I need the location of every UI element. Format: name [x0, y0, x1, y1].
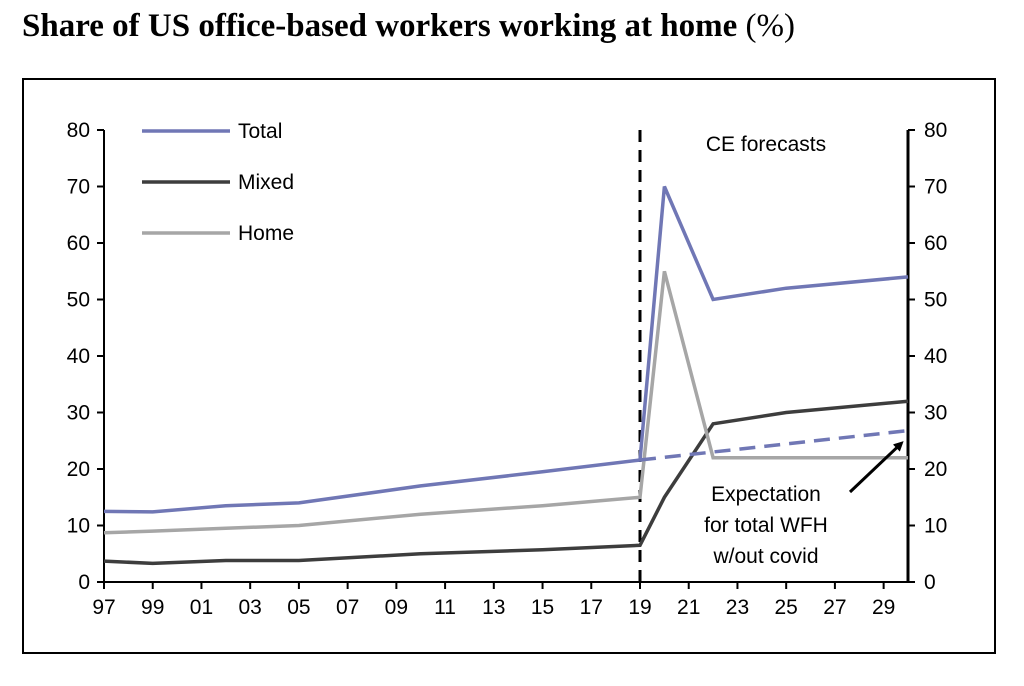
annotation-text: w/out covid — [712, 545, 818, 568]
x-tick-label: 21 — [677, 596, 700, 619]
chart-title-text: Share of US office-based workers working… — [22, 8, 738, 44]
y-tick-label-right: 30 — [924, 402, 947, 425]
series-line-expectation — [639, 428, 909, 462]
y-tick-label-left: 40 — [67, 345, 90, 368]
annotation-text: for total WFH — [704, 514, 828, 537]
annotation-arrow — [848, 441, 904, 494]
x-tick-label: 11 — [434, 596, 456, 619]
x-tick-label: 01 — [190, 596, 213, 619]
y-tick-label-left: 60 — [67, 232, 90, 255]
y-tick-label-left: 80 — [67, 119, 90, 142]
x-tick-label: 29 — [872, 596, 895, 619]
x-tick-label: 13 — [482, 596, 505, 619]
y-tick-label-left: 20 — [67, 458, 90, 481]
y-tick-label-right: 10 — [924, 515, 947, 538]
forecast-label: CE forecasts — [706, 133, 826, 156]
x-tick-label: 07 — [336, 596, 359, 619]
x-tick-label: 23 — [726, 596, 749, 619]
y-tick-label-left: 0 — [78, 571, 90, 594]
series-line-total — [103, 185, 909, 514]
y-tick-label-right: 80 — [924, 119, 947, 142]
x-tick-label: 99 — [141, 596, 164, 619]
series-line-home — [103, 270, 908, 535]
x-tick-label: 15 — [531, 596, 554, 619]
y-tick-label-left: 30 — [67, 402, 90, 425]
legend-label: Home — [238, 222, 294, 245]
x-tick-label: 03 — [239, 596, 262, 619]
x-tick-label: 09 — [385, 596, 408, 619]
legend-label: Total — [238, 120, 282, 143]
y-tick-label-right: 40 — [924, 345, 947, 368]
y-tick-label-right: 50 — [924, 289, 947, 312]
y-tick-label-right: 20 — [924, 458, 947, 481]
y-tick-label-left: 70 — [67, 176, 90, 199]
x-tick-label: 17 — [580, 596, 603, 619]
chart-frame — [22, 78, 996, 654]
x-tick-label: 97 — [92, 596, 115, 619]
x-tick-label: 19 — [628, 596, 651, 619]
series-line-mixed — [103, 399, 909, 566]
x-tick-label: 05 — [287, 596, 310, 619]
y-tick-label-left: 50 — [67, 289, 90, 312]
chart-title: Share of US office-based workers working… — [22, 8, 795, 45]
legend-label: Mixed — [238, 171, 294, 194]
y-tick-label-right: 60 — [924, 232, 947, 255]
y-tick-label-right: 0 — [924, 571, 936, 594]
y-tick-label-right: 70 — [924, 176, 947, 199]
chart-title-unit: (%) — [745, 8, 795, 44]
y-tick-label-left: 10 — [67, 515, 90, 538]
annotation-text: Expectation — [711, 483, 821, 506]
x-tick-label: 27 — [823, 596, 846, 619]
x-tick-label: 25 — [775, 596, 798, 619]
